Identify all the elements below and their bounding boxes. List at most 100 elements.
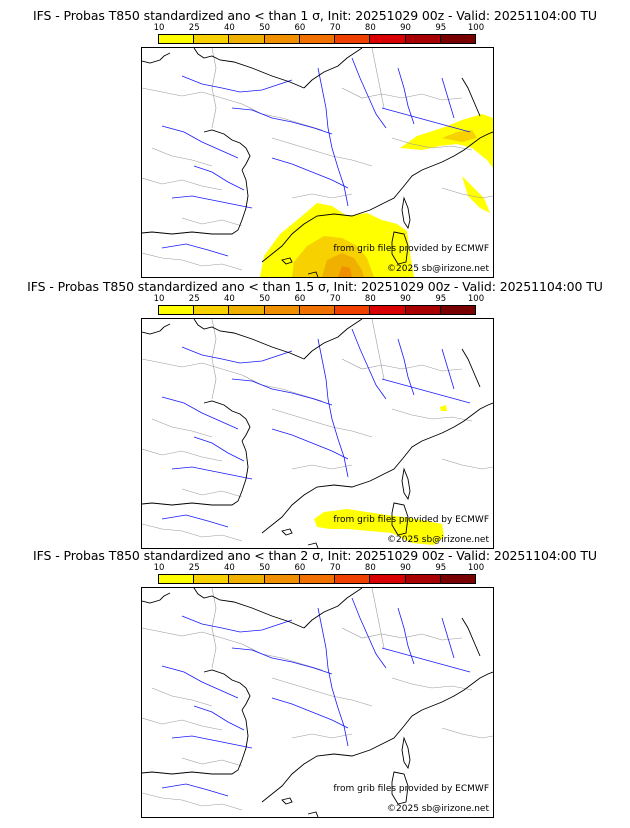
colorbar-cell	[194, 35, 230, 43]
map-line	[193, 588, 305, 629]
panel-sigma-1-5: IFS - Probas T850 standardized ano < tha…	[0, 279, 630, 554]
map-line	[351, 57, 387, 129]
map-line	[341, 627, 463, 641]
map-line	[193, 705, 245, 731]
map-line	[441, 348, 455, 390]
colorbar-tick-label: 80	[364, 563, 376, 573]
map-line	[142, 358, 243, 376]
map-line	[281, 528, 293, 536]
colorbar-cell	[440, 35, 475, 43]
colorbar-cell	[370, 575, 406, 583]
map-line	[271, 157, 349, 189]
map-line	[231, 378, 333, 406]
admin-borders	[142, 588, 493, 811]
colorbar-tick-label: 90	[400, 23, 411, 33]
colorbar-tick-label: 100	[467, 23, 485, 33]
probability-areas	[314, 405, 447, 545]
map-line	[271, 677, 373, 707]
map-line	[291, 193, 353, 199]
map-line	[211, 48, 217, 129]
coastline	[142, 48, 493, 277]
colorbar-tick-label: 95	[435, 294, 447, 304]
rivers	[161, 597, 471, 797]
colorbar-tick-label: 95	[435, 563, 447, 573]
map-line	[381, 647, 471, 673]
colorbar-tick-label: 80	[364, 294, 376, 304]
colorbar-cell	[194, 306, 230, 314]
map-line	[261, 169, 423, 263]
colorbar-cell	[299, 575, 336, 583]
map-line	[397, 67, 415, 125]
map-line	[171, 466, 253, 480]
colorbar-tick-label: 50	[259, 563, 271, 573]
colorbar-labels: 10 25 40 50 60 70 80 90 95 100	[154, 563, 485, 573]
colorbar-tick-label: 90	[400, 294, 411, 304]
colorbar-tick-label: 40	[224, 23, 235, 33]
colorbar-cell	[335, 575, 371, 583]
colorbar-tick-label: 60	[294, 294, 306, 304]
map-line	[142, 440, 249, 506]
colorbar-cell	[370, 306, 406, 314]
map-line	[271, 428, 349, 460]
colorbar-tick-label: 70	[329, 23, 341, 33]
colorbar-tick-label: 95	[435, 23, 447, 33]
map-line	[371, 588, 385, 649]
map-line	[161, 665, 239, 699]
map-line	[193, 436, 245, 462]
map-line	[341, 358, 463, 372]
colorbar-tick-label: 100	[467, 563, 485, 573]
map-line	[171, 735, 253, 749]
map-sigma-1: from grib files provided by ECMWF ©2025 …	[141, 47, 494, 278]
map-line	[161, 514, 229, 528]
map-line	[371, 48, 385, 109]
map-line	[441, 187, 493, 199]
map-line	[391, 677, 473, 691]
map-line	[381, 107, 471, 133]
map-line	[307, 542, 319, 548]
map-line	[193, 319, 305, 360]
coastline	[142, 588, 493, 817]
map-line	[231, 107, 333, 135]
colorbar-cell	[405, 575, 441, 583]
coastline	[142, 319, 493, 548]
map-line	[281, 257, 293, 265]
map-line	[151, 687, 213, 707]
map-line	[142, 709, 249, 775]
rivers	[161, 57, 471, 257]
map-line	[401, 196, 411, 230]
map-line	[271, 408, 373, 438]
map-line	[142, 627, 243, 645]
colorbar-cell	[440, 306, 475, 314]
map-canvas	[142, 588, 493, 817]
map-line	[441, 77, 455, 119]
map-line	[151, 418, 213, 438]
colorbar-tick-label: 70	[329, 563, 341, 573]
map-line	[421, 402, 493, 442]
map-line	[241, 374, 323, 402]
colorbar-cell	[440, 575, 475, 583]
map-line	[441, 727, 493, 739]
panel-sigma-1: IFS - Probas T850 standardized ano < tha…	[0, 8, 630, 283]
map-line	[241, 103, 323, 131]
map-line	[142, 252, 243, 271]
colorbar-cell	[264, 35, 300, 43]
map-sigma-2: from grib files provided by ECMWF ©2025 …	[141, 587, 494, 818]
admin-borders	[142, 319, 493, 542]
map-line	[193, 48, 305, 89]
map-canvas	[142, 319, 493, 548]
map-line	[291, 733, 353, 739]
colorbar-tick-label: 10	[153, 563, 165, 573]
map-line	[161, 243, 229, 257]
colorbar-cell	[264, 575, 300, 583]
map-line	[317, 67, 349, 207]
map-line	[351, 597, 387, 669]
map-line	[193, 165, 245, 191]
colorbar-cell	[335, 35, 371, 43]
colorbar-cell	[370, 35, 406, 43]
map-line	[271, 137, 373, 167]
map-line	[231, 647, 333, 675]
map-sigma-1-5: from grib files provided by ECMWF ©2025 …	[141, 318, 494, 549]
map-line	[421, 131, 493, 171]
map-line	[211, 319, 217, 400]
map-line	[261, 709, 423, 803]
